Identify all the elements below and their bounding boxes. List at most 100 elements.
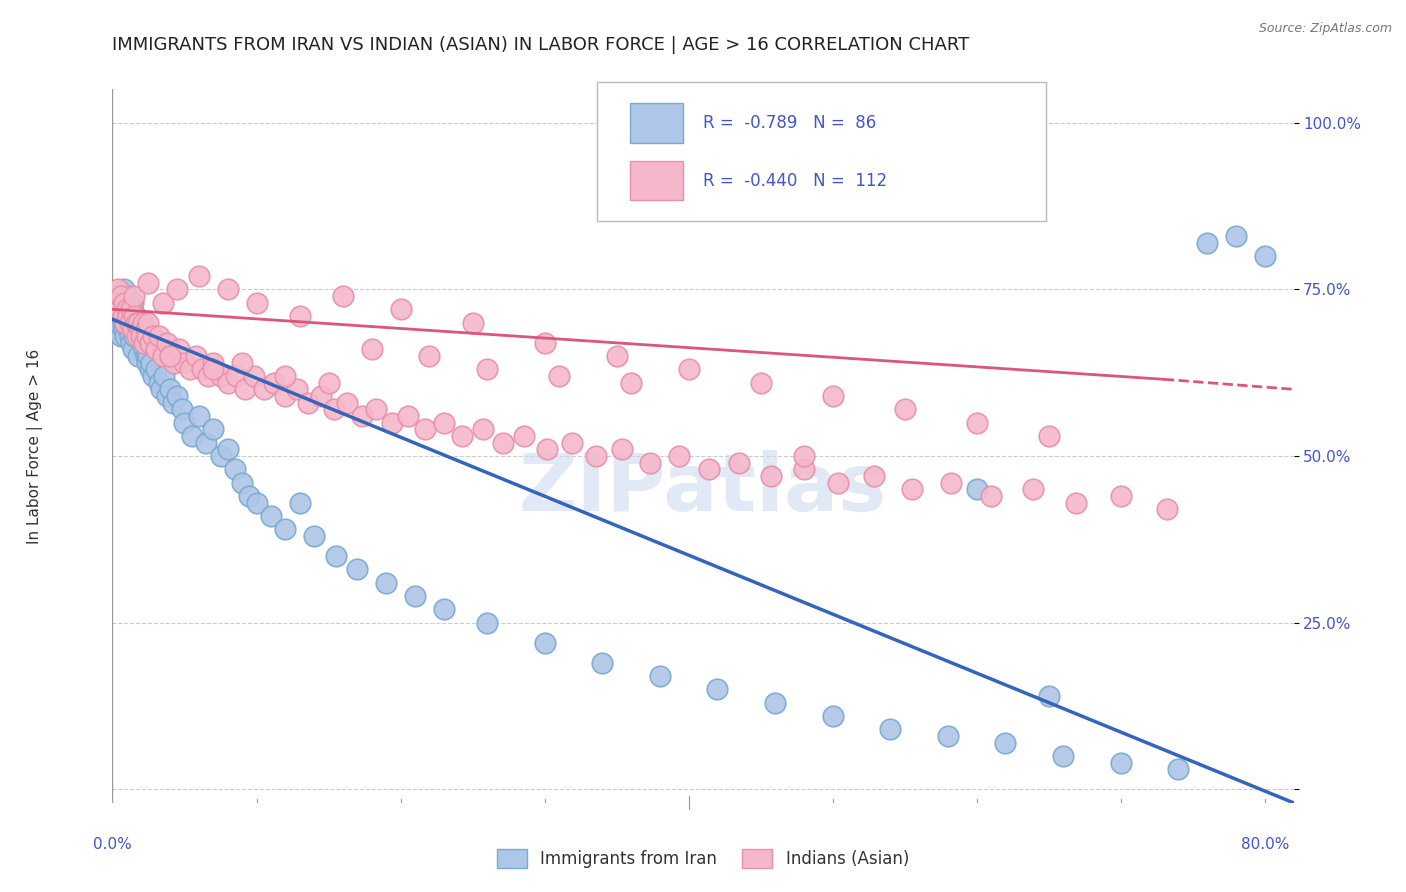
Point (620, 376, 643, 390)
Point (612, 442, 634, 457)
Point (364, 402, 387, 417)
Point (209, 449, 232, 463)
Point (585, 449, 607, 463)
Point (536, 442, 558, 457)
Point (170, 402, 193, 417)
Point (156, 389, 179, 403)
Point (336, 395, 359, 409)
Point (159, 382, 181, 396)
Point (893, 402, 915, 417)
Point (141, 356, 163, 370)
Point (108, 302, 131, 317)
Point (173, 356, 195, 370)
Point (110, 289, 132, 303)
Point (966, 483, 988, 497)
Point (139, 335, 162, 350)
Point (433, 416, 456, 430)
Point (901, 483, 924, 497)
Point (108, 302, 131, 317)
Point (138, 349, 160, 363)
Point (728, 456, 751, 470)
Point (111, 316, 134, 330)
Point (104, 289, 127, 303)
Point (118, 316, 141, 330)
Point (128, 322, 150, 336)
Point (156, 335, 179, 350)
Text: R =  -0.440   N =  112: R = -0.440 N = 112 (703, 171, 887, 189)
Point (122, 316, 145, 330)
Point (173, 416, 195, 430)
Point (350, 409, 373, 423)
Point (233, 382, 256, 396)
Point (128, 316, 150, 330)
Point (127, 316, 149, 330)
Text: IMMIGRANTS FROM IRAN VS INDIAN (ASIAN) IN LABOR FORCE | AGE > 16 CORRELATION CHA: IMMIGRANTS FROM IRAN VS INDIAN (ASIAN) I… (112, 36, 970, 54)
Point (120, 302, 142, 317)
Point (110, 329, 132, 343)
Point (105, 295, 128, 310)
Point (827, 475, 849, 490)
Point (129, 329, 152, 343)
Point (125, 322, 148, 336)
Point (821, 709, 844, 723)
Point (112, 295, 135, 310)
Point (245, 496, 267, 510)
Point (110, 309, 132, 323)
Point (121, 295, 143, 310)
Point (396, 409, 419, 423)
Point (179, 362, 201, 376)
Point (1225, 228, 1247, 243)
Point (115, 309, 138, 323)
Point (108, 289, 131, 303)
Point (132, 335, 155, 350)
Point (413, 422, 436, 436)
Point (112, 282, 135, 296)
Point (475, 362, 498, 376)
FancyBboxPatch shape (596, 82, 1046, 221)
Point (136, 329, 159, 343)
Point (112, 322, 135, 336)
Point (121, 343, 143, 357)
Point (202, 362, 225, 376)
Point (166, 389, 188, 403)
Point (145, 343, 167, 357)
Point (148, 376, 170, 390)
Point (548, 368, 571, 383)
Point (325, 549, 347, 563)
Text: 0.0%: 0.0% (93, 838, 132, 853)
Point (125, 329, 148, 343)
Point (104, 316, 127, 330)
Point (148, 329, 170, 343)
Point (117, 295, 139, 310)
Point (138, 276, 160, 290)
Point (381, 416, 404, 430)
Point (114, 329, 136, 343)
Point (274, 389, 297, 403)
Point (135, 322, 157, 336)
Point (225, 368, 247, 383)
Point (114, 302, 136, 317)
Point (763, 696, 786, 710)
Point (162, 395, 184, 409)
Point (939, 475, 962, 490)
Point (706, 682, 728, 697)
Point (285, 382, 308, 396)
Point (242, 368, 264, 383)
Point (122, 309, 145, 323)
Point (122, 289, 145, 303)
Point (1167, 763, 1189, 777)
Point (159, 349, 181, 363)
Point (1197, 235, 1219, 250)
Point (1109, 489, 1132, 503)
Point (129, 329, 152, 343)
Point (389, 302, 412, 317)
Point (107, 282, 129, 296)
Point (142, 329, 165, 343)
Point (139, 362, 162, 376)
Point (231, 475, 253, 490)
Point (167, 343, 190, 357)
Point (648, 669, 671, 683)
Point (311, 389, 333, 403)
Point (120, 316, 142, 330)
Point (360, 343, 382, 357)
